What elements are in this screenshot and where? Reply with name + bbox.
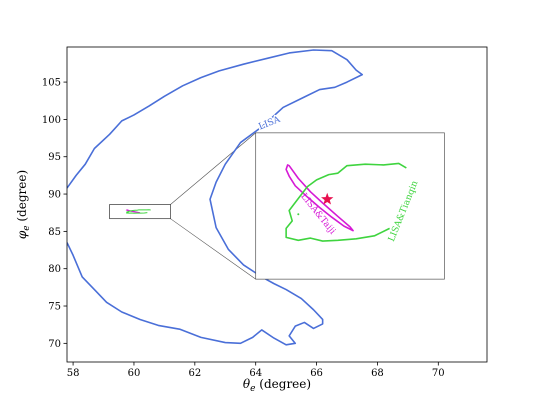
axis-ticks: 58 60 62 64 66 68 70 70 75 80 85 90 95 100 105 xyxy=(42,78,445,379)
x-tick-label: 60 xyxy=(128,368,141,379)
x-tick-label: 64 xyxy=(249,368,262,379)
taiji-contour xyxy=(285,164,354,232)
y-tick-label: 85 xyxy=(48,227,61,238)
x-tick-label: 66 xyxy=(310,368,323,379)
tianqin-dot xyxy=(297,213,300,216)
x-tick-label: 62 xyxy=(188,368,201,379)
x-tick-label: 68 xyxy=(371,368,384,379)
zoom-connector-top xyxy=(170,132,256,205)
y-tick-label: 80 xyxy=(48,264,61,275)
plot-frame xyxy=(66,46,488,363)
taiji-contour-mini xyxy=(125,209,141,214)
zoom-source-box xyxy=(109,204,171,220)
x-tick-label: 70 xyxy=(432,368,445,379)
x-tick-label: 58 xyxy=(67,368,80,379)
y-tick-label: 100 xyxy=(42,115,61,126)
zoom-connector-bottom xyxy=(170,218,256,280)
y-tick-label: 70 xyxy=(48,339,61,350)
zoom-inset-frame xyxy=(255,132,445,280)
y-axis-title: φe (degree) xyxy=(15,170,32,239)
tianqin-contour xyxy=(285,162,407,242)
y-tick-label: 95 xyxy=(48,152,61,163)
tianqin-contour-mini xyxy=(126,209,151,214)
best-fit-star xyxy=(321,192,334,205)
y-tick-label: 90 xyxy=(48,190,61,201)
lisa-contour xyxy=(67,49,364,346)
zoom-inset-background xyxy=(255,132,445,280)
y-tick-label: 105 xyxy=(42,78,61,89)
y-tick-label: 75 xyxy=(48,302,61,313)
x-axis-title: θe (degree) xyxy=(243,377,311,394)
lisa-contour-label: LISA xyxy=(257,115,282,133)
